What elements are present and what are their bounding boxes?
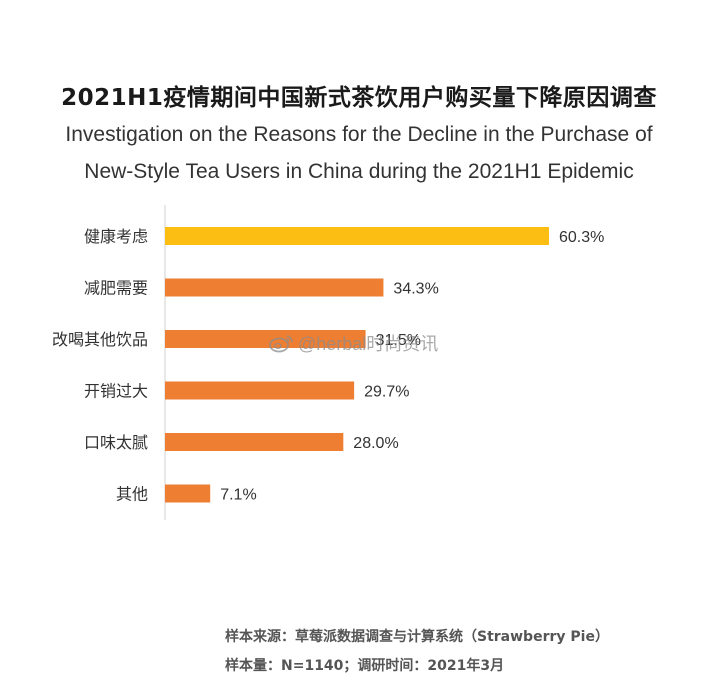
chart-subtitle-line2: New-Style Tea Users in China during the …: [84, 160, 634, 183]
bar: [165, 330, 366, 348]
value-label: 34.3%: [393, 281, 438, 298]
chart-title: 2021H1疫情期间中国新式茶饮用户购买量下降原因调查: [61, 85, 657, 111]
bar: [165, 227, 549, 245]
bar: [165, 433, 344, 451]
value-label: 60.3%: [559, 229, 604, 246]
value-label: 28.0%: [353, 435, 398, 452]
category-label: 其他: [116, 485, 148, 504]
watermark-text: @herbal时尚资讯: [298, 334, 439, 354]
category-label: 开销过大: [84, 382, 148, 401]
value-label: 31.5%: [376, 332, 421, 349]
bar: [165, 381, 355, 400]
category-label: 口味太腻: [84, 433, 148, 452]
value-label: 7.1%: [220, 487, 256, 504]
weibo-logo-icon: [269, 335, 293, 353]
chart-subtitle-line1: Investigation on the Reasons for the Dec…: [65, 123, 653, 146]
bar: [165, 484, 211, 503]
category-label: 改喝其他饮品: [52, 330, 148, 349]
source-line2: 样本量：N=1140；调研时间：2021年3月: [225, 658, 505, 674]
watermark: @herbal时尚资讯: [268, 330, 438, 356]
value-label: 29.7%: [364, 384, 409, 401]
category-label: 减肥需要: [84, 279, 148, 298]
source-line1: 样本来源：草莓派数据调查与计算系统（Strawberry Pie）: [225, 629, 609, 645]
bar: [165, 278, 384, 297]
category-label: 健康考虑: [84, 227, 148, 246]
